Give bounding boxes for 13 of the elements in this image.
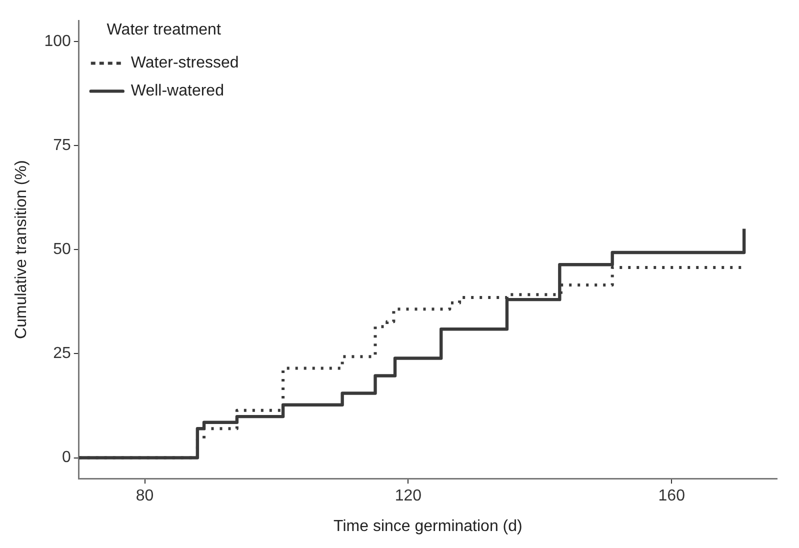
legend-title: Water treatment [106, 21, 222, 38]
legend-label: Water-stressed [130, 54, 239, 72]
x-axis-title: Time since germination (d) [334, 518, 522, 535]
y-tick-label: 100 [44, 32, 71, 50]
x-tick-label: 120 [394, 488, 422, 505]
y-tick-label: 50 [53, 241, 71, 258]
x-tick-label: 80 [136, 488, 154, 505]
y-tick-label: 0 [62, 449, 71, 466]
legend-label: Well-watered [130, 82, 224, 100]
y-tick-label: 25 [53, 345, 71, 362]
x-tick-label: 160 [658, 488, 686, 505]
y-axis-title: Cumulative transition (%) [13, 160, 30, 339]
y-tick-label: 75 [53, 136, 71, 154]
